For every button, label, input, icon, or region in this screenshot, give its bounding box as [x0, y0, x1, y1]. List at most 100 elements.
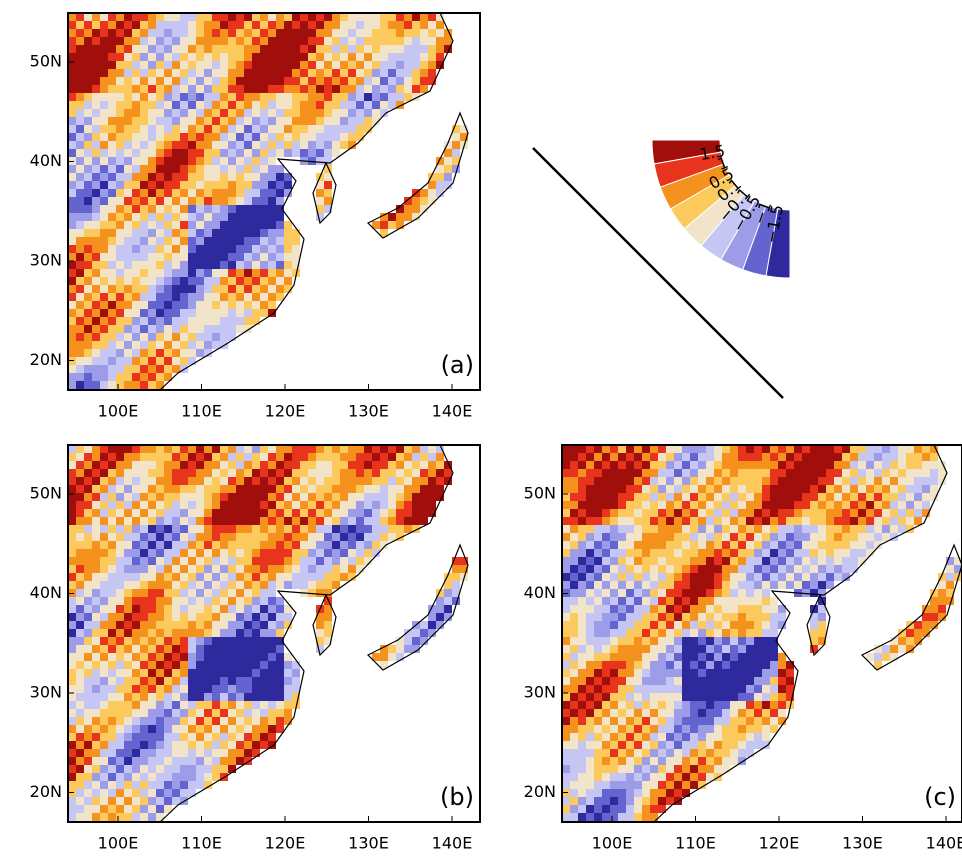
grid-cell — [842, 549, 850, 557]
grid-cell — [316, 125, 324, 133]
grid-cell — [204, 189, 212, 197]
grid-cell — [100, 277, 108, 285]
grid-cell — [364, 517, 372, 525]
grid-cell — [108, 781, 116, 789]
grid-cell — [76, 773, 84, 781]
grid-cell — [132, 445, 140, 453]
grid-cell — [100, 157, 108, 165]
grid-cell — [268, 485, 276, 493]
grid-cell — [578, 717, 586, 725]
grid-cell — [284, 613, 292, 621]
grid-cell — [164, 749, 172, 757]
grid-cell — [762, 613, 770, 621]
grid-cell — [116, 653, 124, 661]
grid-cell — [228, 85, 236, 93]
grid-cell — [810, 493, 818, 501]
grid-cell — [68, 749, 76, 757]
grid-cell — [212, 637, 220, 645]
grid-cell — [826, 469, 834, 477]
grid-cell — [316, 197, 324, 205]
grid-cell — [420, 189, 428, 197]
grid-cell — [578, 781, 586, 789]
grid-cell — [172, 165, 180, 173]
grid-cell — [810, 565, 818, 573]
grid-cell — [738, 501, 746, 509]
grid-cell — [706, 685, 714, 693]
grid-cell — [76, 29, 84, 37]
grid-cell — [610, 453, 618, 461]
grid-cell — [674, 557, 682, 565]
grid-cell — [722, 621, 730, 629]
grid-cell — [76, 125, 84, 133]
grid-cell — [68, 645, 76, 653]
grid-cell — [882, 501, 890, 509]
grid-cell — [244, 229, 252, 237]
grid-cell — [252, 541, 260, 549]
grid-cell — [92, 781, 100, 789]
grid-cell — [140, 749, 148, 757]
grid-cell — [292, 85, 300, 93]
grid-cell — [252, 693, 260, 701]
grid-cell — [108, 557, 116, 565]
grid-cell — [658, 781, 666, 789]
grid-cell — [236, 661, 244, 669]
grid-cell — [722, 501, 730, 509]
grid-cell — [650, 621, 658, 629]
grid-cell — [204, 333, 212, 341]
grid-cell — [212, 245, 220, 253]
grid-cell — [284, 557, 292, 565]
grid-cell — [268, 277, 276, 285]
grid-cell — [156, 733, 164, 741]
grid-cell — [906, 501, 914, 509]
grid-cell — [332, 573, 340, 581]
grid-cell — [300, 101, 308, 109]
grid-cell — [570, 509, 578, 517]
grid-cell — [316, 29, 324, 37]
grid-cell — [420, 461, 428, 469]
grid-cell — [196, 109, 204, 117]
grid-cell — [436, 37, 444, 45]
grid-cell — [420, 85, 428, 93]
grid-cell — [148, 133, 156, 141]
grid-cell — [188, 125, 196, 133]
grid-cell — [236, 101, 244, 109]
grid-cell — [164, 509, 172, 517]
grid-cell — [340, 573, 348, 581]
grid-cell — [626, 677, 634, 685]
grid-cell — [228, 629, 236, 637]
grid-cell — [236, 533, 244, 541]
grid-cell — [196, 445, 204, 453]
grid-cell — [260, 565, 268, 573]
grid-cell — [364, 29, 372, 37]
grid-cell — [156, 605, 164, 613]
grid-cell — [236, 149, 244, 157]
grid-cell — [100, 101, 108, 109]
grid-cell — [148, 573, 156, 581]
grid-cell — [602, 445, 610, 453]
grid-cell — [92, 749, 100, 757]
grid-cell — [436, 29, 444, 37]
grid-cell — [212, 453, 220, 461]
grid-cell — [618, 445, 626, 453]
grid-cell — [164, 365, 172, 373]
grid-cell — [292, 557, 300, 565]
grid-cell — [116, 213, 124, 221]
grid-cell — [164, 13, 172, 21]
grid-cell — [666, 541, 674, 549]
grid-cell — [100, 317, 108, 325]
grid-cell — [674, 749, 682, 757]
grid-cell — [204, 549, 212, 557]
grid-cell — [754, 477, 762, 485]
grid-cell — [690, 709, 698, 717]
grid-cell — [260, 149, 268, 157]
lat-tick-label: 40N — [30, 151, 62, 170]
grid-cell — [690, 653, 698, 661]
grid-cell — [714, 485, 722, 493]
grid-cell — [268, 293, 276, 301]
grid-cell — [372, 101, 380, 109]
grid-cell — [76, 485, 84, 493]
grid-cell — [746, 461, 754, 469]
grid-cell — [618, 621, 626, 629]
grid-cell — [196, 509, 204, 517]
grid-cell — [276, 245, 284, 253]
